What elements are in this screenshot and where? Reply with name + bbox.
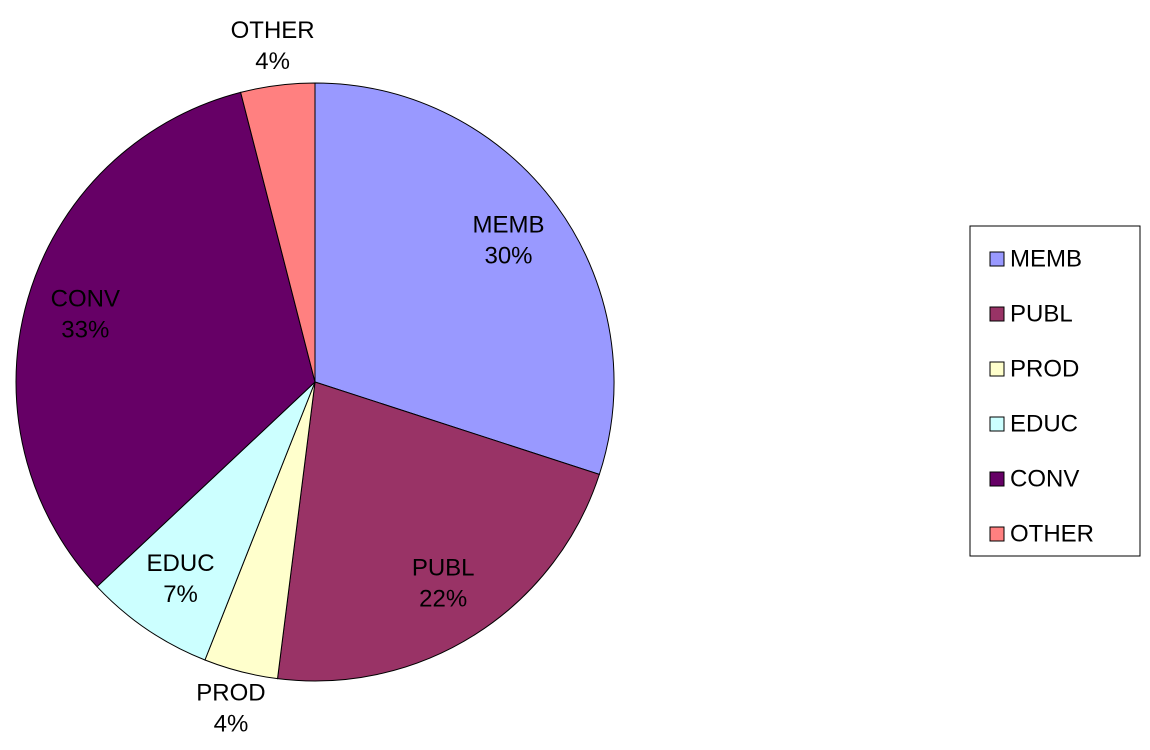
legend-label: EDUC (1010, 410, 1078, 437)
pie-slice (314, 82, 615, 476)
pie-slice (96, 381, 316, 661)
value-label: 4% (214, 711, 249, 738)
legend-swatch (989, 306, 1005, 322)
value-label: 7% (163, 581, 198, 608)
legend-label: CONV (1010, 465, 1079, 492)
slice-label: MEMB (473, 212, 545, 239)
legend-label: PUBL (1010, 300, 1073, 327)
legend-box (969, 225, 1141, 557)
slice-label: CONV (51, 286, 120, 313)
value-label: 30% (484, 243, 532, 270)
legend-swatch (989, 526, 1005, 542)
pie-slice (15, 91, 316, 588)
legend-label: PROD (1010, 355, 1079, 382)
legend-label: MEMB (1010, 245, 1082, 272)
value-label: 22% (419, 585, 467, 612)
legend-swatch (989, 251, 1005, 267)
legend-swatch (989, 471, 1005, 487)
legend-swatch (989, 416, 1005, 432)
legend-label: OTHER (1010, 520, 1094, 547)
slice-label: PUBL (412, 554, 475, 581)
pie-slice (276, 381, 600, 682)
value-label: 33% (61, 317, 109, 344)
value-label: 4% (255, 48, 290, 75)
slice-label: EDUC (147, 550, 215, 577)
slice-label: OTHER (231, 17, 315, 44)
slice-label: PROD (196, 680, 265, 707)
pie-slice (240, 82, 316, 383)
legend-swatch (989, 361, 1005, 377)
